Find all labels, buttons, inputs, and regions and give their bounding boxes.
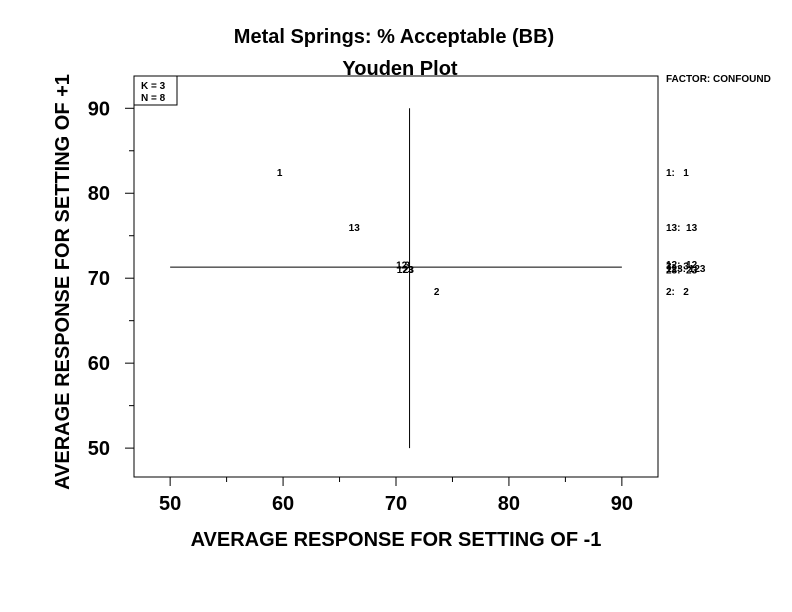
y-axis-ticks: 50 60 70 80 90 xyxy=(88,98,134,460)
reference-lines xyxy=(170,108,622,449)
point-label-23: 23 xyxy=(403,265,415,276)
legend-entry: 2: 2 xyxy=(666,287,689,298)
y-axis-label: AVERAGE RESPONSE FOR SETTING OF +1 xyxy=(52,74,74,490)
point-label-12: 12 xyxy=(396,261,408,272)
point-label-1: 1 xyxy=(277,168,283,179)
point-label-13: 13 xyxy=(349,223,361,234)
x-tick-label: 80 xyxy=(498,493,520,515)
inset-n-label: N = 8 xyxy=(141,93,166,104)
plot-frame xyxy=(133,75,659,478)
y-tick-label: 90 xyxy=(88,98,110,120)
x-tick-label: 90 xyxy=(611,493,633,515)
x-tick-label: 70 xyxy=(385,493,407,515)
legend-entry: 123: 123 xyxy=(666,264,706,275)
legend-entry: 12: 12 xyxy=(666,260,698,271)
inset-box-frame xyxy=(133,75,178,106)
legend-entry: 23: 23 xyxy=(666,266,698,277)
chart-title: Metal Springs: % Acceptable (BB) xyxy=(234,26,554,48)
inset-k-label: K = 3 xyxy=(141,81,166,92)
x-tick-label: 60 xyxy=(272,493,294,515)
y-tick-label: 60 xyxy=(88,353,110,375)
legend-entry: 1: 1 xyxy=(666,168,689,179)
x-tick-label: 50 xyxy=(159,493,181,515)
y-tick-label: 70 xyxy=(88,268,110,290)
chart-subtitle: Youden Plot xyxy=(342,58,458,80)
y-tick-label: 50 xyxy=(88,438,110,460)
y-tick-label: 80 xyxy=(88,183,110,205)
legend-entry: 3: 3 xyxy=(666,261,689,272)
inset-box: K = 3 N = 8 xyxy=(133,75,178,106)
x-axis-label: AVERAGE RESPONSE FOR SETTING OF -1 xyxy=(191,529,602,551)
point-label-123: 123 xyxy=(397,265,414,276)
point-label-3: 3 xyxy=(405,261,411,272)
legend-header: FACTOR: CONFOUND xyxy=(666,74,771,85)
point-label-2: 2 xyxy=(434,287,440,298)
legend-entry: 13: 13 xyxy=(666,223,698,234)
x-axis-ticks: 50 60 70 80 90 xyxy=(159,477,633,515)
